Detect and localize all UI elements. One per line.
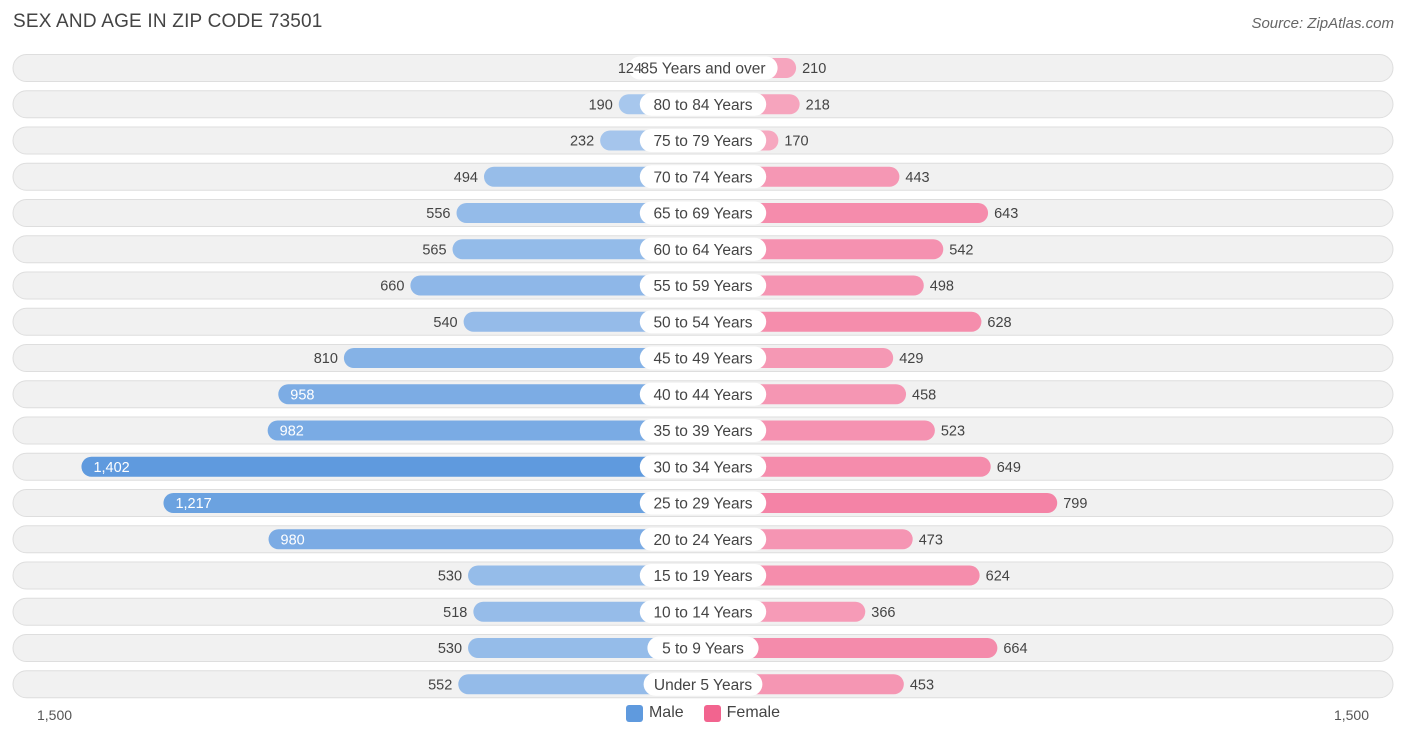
female-value-label: 443 [905,170,929,186]
male-value-label: 124 [618,61,642,77]
category-label: 10 to 14 Years [653,604,752,621]
category-label-bg [639,274,767,297]
female-value-label: 799 [1063,496,1087,512]
legend-item-female: Female [703,704,781,722]
category-label: Under 5 Years [654,677,752,694]
male-value-label: 530 [438,641,462,657]
category-label-bg [647,636,759,660]
female-value-label: 498 [930,279,954,295]
female-bar [693,493,1058,513]
male-bar [81,456,714,477]
category-label: 35 to 39 Years [653,423,752,440]
category-label-bg [628,56,778,80]
female-value-label: 170 [784,134,808,150]
female-value-label: 458 [912,387,936,403]
category-label: 85 Years and over [641,61,766,78]
female-value-label: 664 [1003,641,1027,657]
legend-swatch-male [625,704,643,722]
male-value-label: 518 [443,605,467,621]
category-label: 15 to 19 Years [653,568,752,585]
male-bar [163,493,714,513]
category-label-bg [639,237,767,261]
axis-label-right: 1,500 [1333,707,1369,723]
male-value-label: 1,217 [175,496,211,512]
female-value-label: 429 [899,351,923,367]
category-label: 30 to 34 Years [653,459,752,476]
male-value-label: 494 [454,170,478,186]
category-label: 40 to 44 Years [653,387,752,404]
male-bar [278,384,713,405]
category-label: 65 to 69 Years [653,206,752,223]
category-label-bg [639,600,767,624]
category-label: 25 to 29 Years [653,496,752,513]
female-value-label: 473 [919,532,943,548]
category-label: 50 to 54 Years [653,314,752,331]
category-label-bg [639,382,767,406]
male-bar [267,420,713,441]
male-value-label: 1,402 [93,460,129,476]
legend-swatch-female [703,704,721,722]
category-label: 45 to 49 Years [653,351,752,368]
male-value-label: 530 [438,569,462,585]
female-bar [693,638,998,658]
category-label-bg [639,564,767,587]
male-value-label: 190 [589,97,613,113]
category-label: 80 to 84 Years [653,97,752,114]
male-value-label: 232 [570,134,594,150]
category-label-bg [639,455,767,479]
male-value-label: 565 [422,242,446,258]
female-bar [693,456,991,477]
male-bar [343,348,713,368]
male-value-label: 980 [281,532,305,548]
male-value-label: 540 [433,315,457,331]
category-label-bg [639,310,767,334]
category-label-bg [639,527,767,551]
male-value-label: 660 [380,279,404,295]
category-label-bg [639,165,767,189]
category-label: 5 to 9 Years [662,641,744,658]
female-value-label: 628 [987,315,1011,331]
category-label-bg [639,419,767,442]
female-value-label: 523 [941,424,965,440]
male-value-label: 982 [280,424,304,440]
female-value-label: 649 [997,460,1021,476]
category-label: 60 to 64 Years [653,242,752,259]
category-label-bg [639,92,767,116]
female-value-label: 624 [986,569,1010,585]
legend-label-female: Female [726,704,781,721]
category-label-bg [639,346,767,370]
category-label: 75 to 79 Years [653,133,752,150]
male-value-label: 958 [290,387,314,403]
male-value-label: 552 [428,677,452,693]
female-bar [693,203,989,223]
chart-title: SEX AND AGE IN ZIP CODE 73501 [13,11,323,32]
female-value-label: 643 [994,206,1018,222]
female-value-label: 366 [871,605,895,621]
female-value-label: 542 [949,242,973,258]
source-label: Source: ZipAtlas.com [1251,15,1394,32]
category-label-bg [639,491,767,515]
female-value-label: 218 [806,97,830,113]
category-label: 55 to 59 Years [653,278,752,295]
axis-label-left: 1,500 [37,707,73,723]
category-label: 20 to 24 Years [653,532,752,549]
male-value-label: 556 [426,206,450,222]
legend-item-male: Male [625,704,684,722]
category-label-bg [643,672,763,696]
female-value-label: 210 [802,61,826,77]
category-label-bg [639,129,767,152]
category-label: 70 to 74 Years [653,169,752,186]
category-label-bg [639,201,767,225]
male-value-label: 810 [314,351,338,367]
legend-label-male: Male [648,704,684,721]
male-bar [410,275,713,296]
legend: Male Female [0,704,1406,722]
female-bar [693,311,982,332]
female-value-label: 453 [910,677,934,693]
male-bar [268,529,713,550]
